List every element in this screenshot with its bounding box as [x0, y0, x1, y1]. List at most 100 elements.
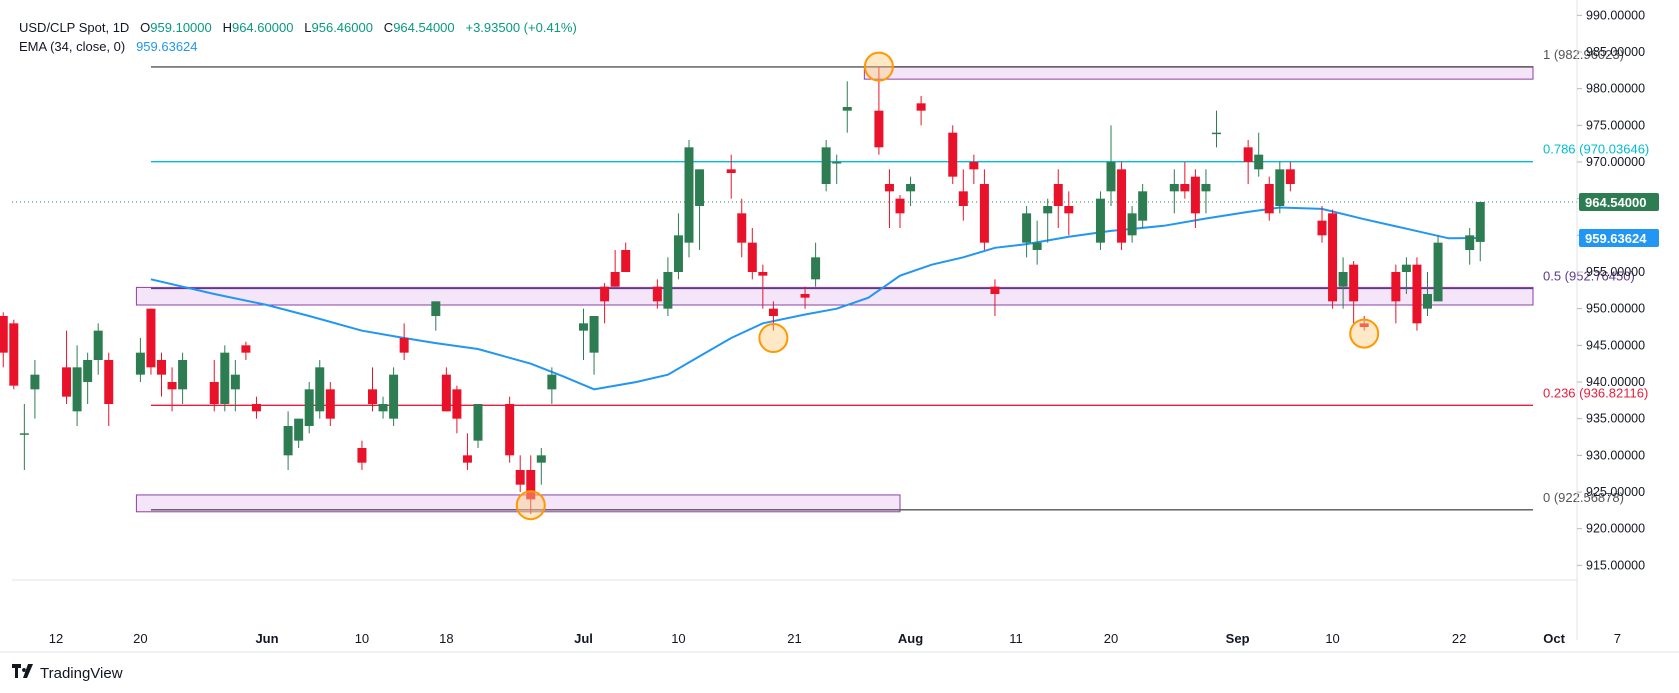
candle-body — [547, 374, 557, 390]
high-label: H — [222, 20, 232, 35]
candles — [0, 66, 1485, 514]
candle-body — [1022, 213, 1032, 243]
candle — [83, 352, 93, 404]
candle — [72, 345, 82, 426]
candle — [146, 308, 156, 375]
candle — [9, 319, 19, 390]
candle-body — [83, 360, 93, 382]
candle-body — [969, 162, 979, 170]
candle — [948, 125, 958, 184]
candle-body — [726, 169, 736, 173]
candle — [167, 367, 177, 412]
candle — [884, 169, 894, 228]
candle — [589, 316, 599, 375]
candle-body — [1106, 162, 1116, 192]
circle-marker — [863, 51, 894, 82]
candle — [726, 154, 736, 199]
fib-label: 0.786 (970.03646) — [1543, 142, 1649, 157]
candle — [1433, 235, 1443, 302]
candle-body — [389, 374, 399, 419]
candle — [1412, 257, 1422, 331]
y-tick-label: 970.00000 — [1586, 155, 1645, 169]
candle-body — [1169, 184, 1179, 192]
candle-body — [842, 107, 852, 111]
candle-body — [1359, 323, 1369, 327]
candle — [1275, 162, 1285, 214]
candle — [916, 96, 926, 126]
candle-body — [1264, 184, 1274, 214]
candle-body — [747, 242, 757, 272]
zone-rect — [135, 286, 1534, 306]
candle-body — [283, 426, 293, 456]
candle-body — [209, 382, 219, 404]
last-price-tag-label: 964.54000 — [1585, 195, 1646, 210]
candle-body — [473, 404, 483, 441]
candle-body — [1127, 213, 1137, 236]
candle-body — [315, 367, 325, 412]
candle-body — [135, 352, 145, 375]
x-tick-label: 21 — [787, 631, 801, 646]
candle — [832, 154, 842, 184]
candle — [579, 308, 588, 360]
candle — [1475, 201, 1485, 262]
candle — [1190, 169, 1200, 228]
candle — [811, 242, 821, 287]
symbol-label: USD/CLP Spot, 1D — [19, 20, 130, 35]
candle — [1032, 220, 1042, 265]
candle-body — [294, 418, 304, 441]
candle-body — [526, 470, 536, 500]
candle-body — [452, 389, 462, 419]
candle-body — [811, 257, 821, 280]
low-value: 956.46000 — [311, 20, 373, 35]
last-price-tag-bg — [1579, 193, 1659, 212]
candle — [1127, 206, 1137, 243]
x-tick-label: 22 — [1452, 631, 1466, 646]
circle-markers — [515, 51, 1380, 521]
fib-levels: 1 (982.96023) 0.786 (970.03646) 0.5 (952.7… — [12, 47, 1649, 511]
y-tick-label: 940.00000 — [1586, 375, 1645, 389]
candle-body — [1275, 169, 1285, 206]
candle — [747, 228, 757, 280]
candle — [842, 81, 852, 133]
candle-body — [378, 404, 388, 412]
candle — [251, 396, 261, 419]
candle-body — [462, 455, 472, 463]
candle-body — [948, 132, 958, 177]
ema-polyline — [150, 206, 1481, 391]
y-tick-label: 955.00000 — [1586, 265, 1645, 279]
candle — [230, 360, 240, 412]
candle — [969, 154, 979, 184]
candle-body — [652, 286, 662, 302]
candle-body — [1212, 132, 1221, 135]
open-value: 959.10000 — [150, 20, 212, 35]
candle-body — [1475, 202, 1485, 242]
candle-body — [241, 345, 251, 353]
candle — [800, 286, 810, 309]
candle — [1117, 162, 1127, 250]
candle-body — [579, 323, 588, 331]
candle-body — [104, 360, 114, 404]
candle — [283, 411, 293, 470]
x-tick-label: 20 — [133, 631, 147, 646]
x-tick-label: 7 — [1614, 631, 1621, 646]
candle — [505, 396, 515, 463]
candle — [515, 455, 525, 492]
candle-body — [758, 272, 768, 276]
candle-body — [695, 169, 705, 206]
candle — [1328, 209, 1338, 309]
x-tick-label: 11 — [1009, 631, 1023, 646]
candle — [209, 360, 219, 412]
circle-marker — [1349, 318, 1380, 349]
fib-label: 1 (982.96023) — [1543, 47, 1624, 62]
brand[interactable]: TradingView — [12, 664, 123, 682]
candle-body — [589, 316, 599, 353]
candle-body — [1433, 242, 1443, 302]
candle — [958, 169, 968, 221]
candle-body — [958, 191, 968, 206]
candle — [990, 279, 1000, 316]
candle — [1391, 264, 1401, 324]
ema-value: 959.63624 — [136, 39, 198, 54]
candle-body — [684, 147, 694, 243]
circle-marker — [758, 323, 789, 353]
